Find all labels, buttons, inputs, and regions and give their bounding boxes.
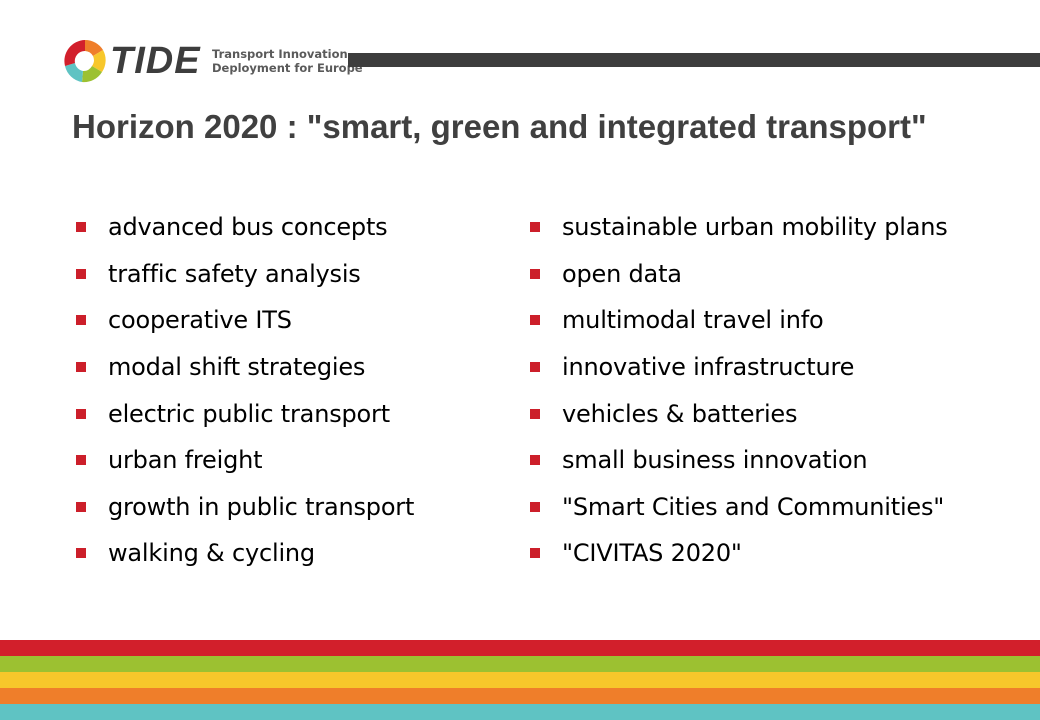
bullet-item: modal shift strategies — [76, 344, 496, 391]
square-bullet-icon — [76, 222, 86, 233]
bullet-text: modal shift strategies — [108, 353, 366, 382]
bullet-item: "CIVITAS 2020" — [530, 530, 1030, 577]
bullet-text: walking & cycling — [108, 539, 315, 568]
square-bullet-icon — [76, 455, 86, 466]
bullet-text: multimodal travel info — [562, 306, 824, 335]
bullet-text: "CIVITAS 2020" — [562, 539, 742, 568]
square-bullet-icon — [76, 548, 86, 559]
square-bullet-icon — [76, 362, 86, 373]
slide-title: Horizon 2020 : "smart, green and integra… — [72, 108, 927, 145]
bullet-item: growth in public transport — [76, 484, 496, 531]
bullet-text: electric public transport — [108, 399, 390, 428]
bullet-item: advanced bus concepts — [76, 204, 496, 251]
square-bullet-icon — [530, 548, 540, 559]
bullet-item: open data — [530, 251, 1030, 298]
tagline-line-1: Transport Innovation — [212, 47, 348, 61]
header-bar — [348, 53, 1040, 67]
stripe-green — [0, 656, 1040, 672]
logo-segments — [64, 39, 106, 83]
square-bullet-icon — [530, 455, 540, 466]
bullet-item: vehicles & batteries — [530, 390, 1030, 437]
bullet-item: "Smart Cities and Communities" — [530, 484, 1030, 531]
bullet-text: "Smart Cities and Communities" — [562, 492, 945, 521]
square-bullet-icon — [530, 222, 540, 233]
tide-logo-icon — [64, 39, 106, 83]
bullet-text: vehicles & batteries — [562, 399, 798, 428]
square-bullet-icon — [530, 362, 540, 373]
square-bullet-icon — [76, 501, 86, 512]
bullet-text: open data — [562, 259, 682, 288]
square-bullet-icon — [530, 408, 540, 419]
square-bullet-icon — [530, 501, 540, 512]
bullet-text: cooperative ITS — [108, 306, 292, 335]
bullet-item: traffic safety analysis — [76, 251, 496, 298]
stripe-orange — [0, 688, 1040, 704]
bullet-text: advanced bus concepts — [108, 213, 388, 242]
stripe-teal — [0, 704, 1040, 720]
tagline-line-2: Deployment for Europe — [212, 61, 363, 75]
bullet-item: cooperative ITS — [76, 297, 496, 344]
bullet-text: sustainable urban mobility plans — [562, 213, 948, 242]
right-bullet-list: sustainable urban mobility plans open dat… — [530, 204, 1030, 577]
bullet-text: urban freight — [108, 446, 263, 475]
bullet-item: walking & cycling — [76, 530, 496, 577]
square-bullet-icon — [530, 268, 540, 279]
bullet-item: small business innovation — [530, 437, 1030, 484]
square-bullet-icon — [530, 315, 540, 326]
square-bullet-icon — [76, 315, 86, 326]
stripe-red — [0, 640, 1040, 656]
bullet-item: innovative infrastructure — [530, 344, 1030, 391]
square-bullet-icon — [76, 408, 86, 419]
footer-stripes — [0, 640, 1040, 720]
bullet-item: urban freight — [76, 437, 496, 484]
logo-wordmark: TIDE — [110, 40, 201, 82]
square-bullet-icon — [76, 268, 86, 279]
bullet-text: small business innovation — [562, 446, 868, 475]
stripe-yellow — [0, 672, 1040, 688]
bullet-item: multimodal travel info — [530, 297, 1030, 344]
logo-tagline: Transport Innovation Deployment for Euro… — [212, 47, 363, 75]
left-bullet-list: advanced bus concepts traffic safety anal… — [76, 204, 496, 577]
bullet-text: growth in public transport — [108, 492, 415, 521]
bullet-item: electric public transport — [76, 390, 496, 437]
bullet-text: traffic safety analysis — [108, 259, 361, 288]
bullet-item: sustainable urban mobility plans — [530, 204, 1030, 251]
bullet-text: innovative infrastructure — [562, 353, 855, 382]
